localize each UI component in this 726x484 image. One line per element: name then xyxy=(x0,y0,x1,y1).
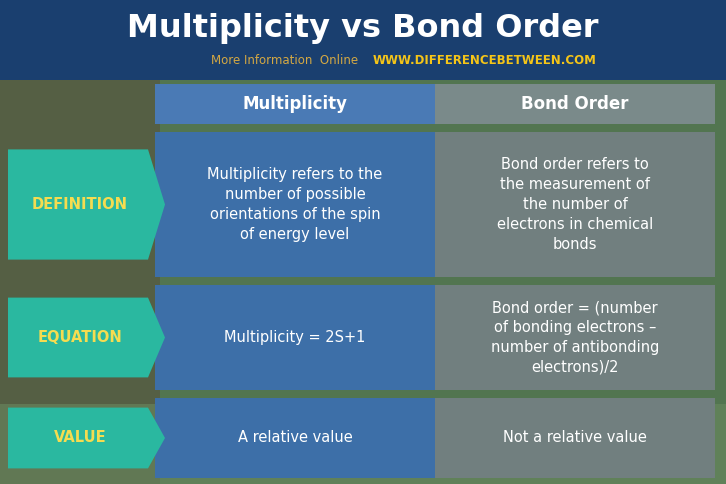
FancyBboxPatch shape xyxy=(435,285,715,390)
Text: Bond order refers to
the measurement of
the number of
electrons in chemical
bond: Bond order refers to the measurement of … xyxy=(497,157,653,252)
Text: Bond Order: Bond Order xyxy=(521,95,629,113)
Polygon shape xyxy=(8,408,165,469)
FancyBboxPatch shape xyxy=(0,0,726,80)
FancyBboxPatch shape xyxy=(435,84,715,124)
FancyBboxPatch shape xyxy=(155,132,435,277)
FancyBboxPatch shape xyxy=(160,80,726,484)
FancyBboxPatch shape xyxy=(435,132,715,277)
FancyBboxPatch shape xyxy=(0,80,160,484)
Text: Multiplicity: Multiplicity xyxy=(242,95,348,113)
Text: Multiplicity refers to the
number of possible
orientations of the spin
of energy: Multiplicity refers to the number of pos… xyxy=(208,167,383,242)
Text: Bond order = (number
of bonding electrons –
number of antibonding
electrons)/2: Bond order = (number of bonding electron… xyxy=(491,300,659,375)
Text: EQUATION: EQUATION xyxy=(38,330,123,345)
FancyBboxPatch shape xyxy=(435,398,715,478)
Text: WWW.DIFFERENCEBETWEEN.COM: WWW.DIFFERENCEBETWEEN.COM xyxy=(373,54,597,66)
FancyBboxPatch shape xyxy=(0,404,726,484)
Text: Multiplicity = 2S+1: Multiplicity = 2S+1 xyxy=(224,330,366,345)
FancyBboxPatch shape xyxy=(155,398,435,478)
Polygon shape xyxy=(8,298,165,378)
Text: VALUE: VALUE xyxy=(54,430,106,445)
Polygon shape xyxy=(8,150,165,259)
FancyBboxPatch shape xyxy=(155,285,435,390)
Text: A relative value: A relative value xyxy=(237,430,352,445)
FancyBboxPatch shape xyxy=(155,84,435,124)
Text: Multiplicity vs Bond Order: Multiplicity vs Bond Order xyxy=(127,13,599,44)
Text: DEFINITION: DEFINITION xyxy=(32,197,128,212)
Text: Not a relative value: Not a relative value xyxy=(503,430,647,445)
Text: More Information  Online: More Information Online xyxy=(211,54,359,66)
